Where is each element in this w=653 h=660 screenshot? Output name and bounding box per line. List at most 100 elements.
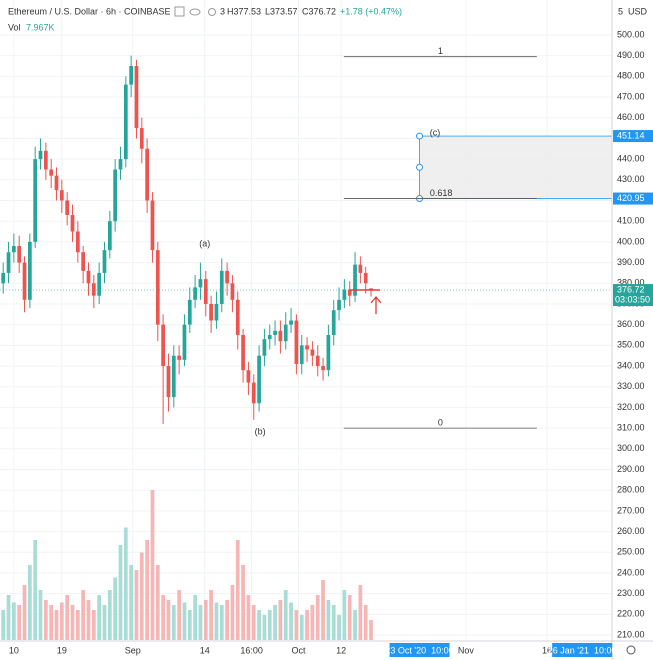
x-range-label: 23 Oct '20 10:00 [385, 645, 453, 655]
fib-label: 0 [438, 417, 443, 427]
price-label-bg [613, 130, 653, 143]
countdown: 03:03:50 [615, 294, 650, 304]
candle-body [273, 330, 277, 336]
volume-bar [331, 605, 336, 640]
range-handle [416, 163, 424, 171]
ohlc-close: C376.72 [302, 6, 336, 16]
candle-body [182, 324, 187, 360]
y-tick-label: 390.00 [617, 257, 645, 267]
header-icons [174, 6, 216, 17]
volume-bar [230, 585, 235, 640]
candle-body [326, 335, 331, 371]
candle-body [299, 345, 304, 364]
candle-body [171, 355, 176, 398]
volume-bar [251, 605, 256, 640]
drawing [350, 289, 382, 314]
y-tick-label: 440.00 [617, 153, 645, 163]
y-tick-label: 480.00 [617, 71, 645, 81]
volume-bar [257, 610, 261, 640]
icon [189, 8, 201, 16]
candle-body [209, 303, 213, 321]
y-tick-label: 430.00 [617, 174, 645, 184]
volume-bar [43, 600, 48, 640]
range-box [419, 135, 613, 199]
ohlc-change: +1.78 (+0.47%) [340, 6, 402, 16]
volume-bar [342, 590, 347, 640]
y-tick-label: 500.00 [617, 29, 645, 39]
volume-bar [267, 610, 272, 640]
candle-body [65, 200, 70, 215]
range-handle [416, 132, 424, 140]
candle-body [310, 349, 315, 356]
candle-body [230, 283, 235, 300]
x-tick-label: 19 [57, 645, 67, 655]
y-tick-label: 260.00 [617, 526, 645, 536]
volume-bar [86, 600, 91, 640]
volume-bar [278, 600, 283, 640]
candle-body [257, 355, 261, 404]
candle-body [203, 279, 208, 304]
y-tick-label: 220.00 [617, 609, 645, 619]
candle-body [294, 320, 299, 364]
candle-body [139, 128, 144, 149]
volume-bar [225, 600, 229, 640]
axes: 210.00 220.00 230.00 240.00 250.00 260.00 270.… [9, 29, 653, 657]
candle-body [321, 366, 325, 371]
candle-body [113, 169, 118, 222]
volume-bar [209, 590, 213, 640]
y-tick-label: 240.00 [617, 567, 645, 577]
currency: USD [628, 6, 648, 16]
volume-bar [97, 595, 102, 640]
y-tick-label: 460.00 [617, 112, 645, 122]
volume-value: 7.967K [26, 22, 55, 32]
volume-bar [17, 605, 22, 640]
candle-body [155, 250, 160, 325]
candle-body [342, 289, 347, 300]
volume-bar [123, 527, 128, 640]
candle-body [59, 190, 64, 201]
candle-body [97, 272, 102, 296]
x-tick-label: Oct [292, 645, 307, 655]
volume-bar [310, 605, 315, 640]
candle-body [22, 262, 27, 300]
candle-body [177, 355, 181, 360]
volume-bar [1, 610, 6, 640]
candle-body [241, 335, 245, 371]
candle-body [123, 84, 128, 160]
volume-bar [139, 552, 144, 640]
volume-bar [107, 590, 112, 640]
candle-body [225, 270, 229, 284]
candle-body [145, 148, 150, 201]
candle-body [102, 250, 107, 273]
volume-bar [363, 605, 368, 640]
volume-bar [171, 605, 176, 640]
x-tick-label: 12 [336, 645, 346, 655]
volume-bar [59, 602, 64, 640]
volume-bar [102, 605, 107, 640]
volume-bar [22, 585, 27, 640]
y-tick-label: 280.00 [617, 485, 645, 495]
volume-bar [299, 615, 304, 640]
volume-bar [235, 540, 240, 640]
volume-bar [262, 615, 267, 640]
ohlc-open: 3 [220, 6, 225, 16]
x-tick-label: 14 [200, 645, 210, 655]
volume-bar [134, 570, 139, 640]
candle-body [6, 252, 11, 273]
volume-bar [369, 620, 373, 640]
x-tick-label: Sep [125, 645, 141, 655]
volume-bar [289, 602, 293, 640]
volume-bar [198, 605, 203, 640]
volume-bar [150, 490, 155, 640]
volume-bar [353, 610, 357, 640]
volume-bar [91, 610, 96, 640]
volume-bar [49, 605, 54, 640]
volume-bar [161, 595, 165, 640]
price-label: 420.95 [617, 193, 645, 203]
volume-bar [214, 602, 219, 640]
candle-body [86, 270, 91, 284]
settings-icon[interactable] [626, 645, 636, 655]
y-tick-label: 350.00 [617, 340, 645, 350]
y-tick-label: 470.00 [617, 91, 645, 101]
candle-body [11, 246, 16, 253]
